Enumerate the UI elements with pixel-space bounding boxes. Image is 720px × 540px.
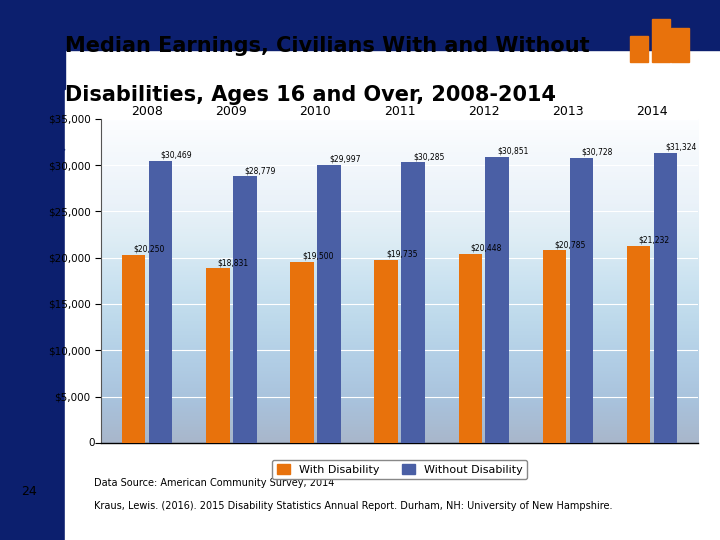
Text: Disabilities, Ages 16 and Over, 2008-2014: Disabilities, Ages 16 and Over, 2008-201… [65,85,556,105]
Text: $20,785: $20,785 [554,240,586,249]
Bar [401,163,425,443]
Text: $20,250: $20,250 [134,245,165,254]
Bar [374,260,398,443]
Text: $30,285: $30,285 [413,152,444,161]
Text: 2014: 2014 [636,105,668,118]
Text: $19,735: $19,735 [386,249,418,259]
Text: Kraus, Lewis. (2016). 2015 Disability Statistics Annual Report. Durham, NH: Univ: Kraus, Lewis. (2016). 2015 Disability St… [94,501,612,511]
Text: $29,997: $29,997 [329,155,361,164]
Text: Data Source: American Community Survey, 2014: Data Source: American Community Survey, … [94,478,334,488]
Text: $18,831: $18,831 [217,258,249,267]
Text: $30,851: $30,851 [498,147,528,156]
Text: $28,779: $28,779 [245,166,276,175]
Bar [149,161,172,443]
Bar [65,90,720,540]
Bar [627,246,650,443]
Text: 0: 0 [89,438,95,448]
Bar [543,251,566,443]
Text: 2009: 2009 [215,105,247,118]
Text: $21,232: $21,232 [639,236,670,245]
Bar [570,158,593,443]
Text: $20,448: $20,448 [470,243,502,252]
Bar [630,36,648,62]
Text: 2008: 2008 [131,105,163,118]
Bar [233,177,256,443]
Bar [0,0,65,540]
Text: 2011: 2011 [384,105,415,118]
Bar [652,18,670,62]
Text: 24: 24 [22,485,37,498]
Text: $30,728: $30,728 [582,148,613,157]
Bar [317,165,341,443]
Text: 2013: 2013 [552,105,584,118]
Bar [0,0,720,50]
Polygon shape [0,110,65,150]
Text: 2012: 2012 [468,105,500,118]
Legend: With Disability, Without Disability: With Disability, Without Disability [272,460,527,480]
Text: 2010: 2010 [300,105,331,118]
Bar [485,157,509,443]
Bar [290,262,314,443]
Bar [122,255,145,443]
Bar [206,268,230,443]
Text: $31,324: $31,324 [665,143,697,151]
Bar [671,28,689,62]
Text: Median Earnings, Civilians With and Without: Median Earnings, Civilians With and With… [65,36,590,56]
Bar [459,253,482,443]
Text: $19,500: $19,500 [302,252,333,261]
Bar [654,153,678,443]
Text: $30,469: $30,469 [161,150,192,159]
